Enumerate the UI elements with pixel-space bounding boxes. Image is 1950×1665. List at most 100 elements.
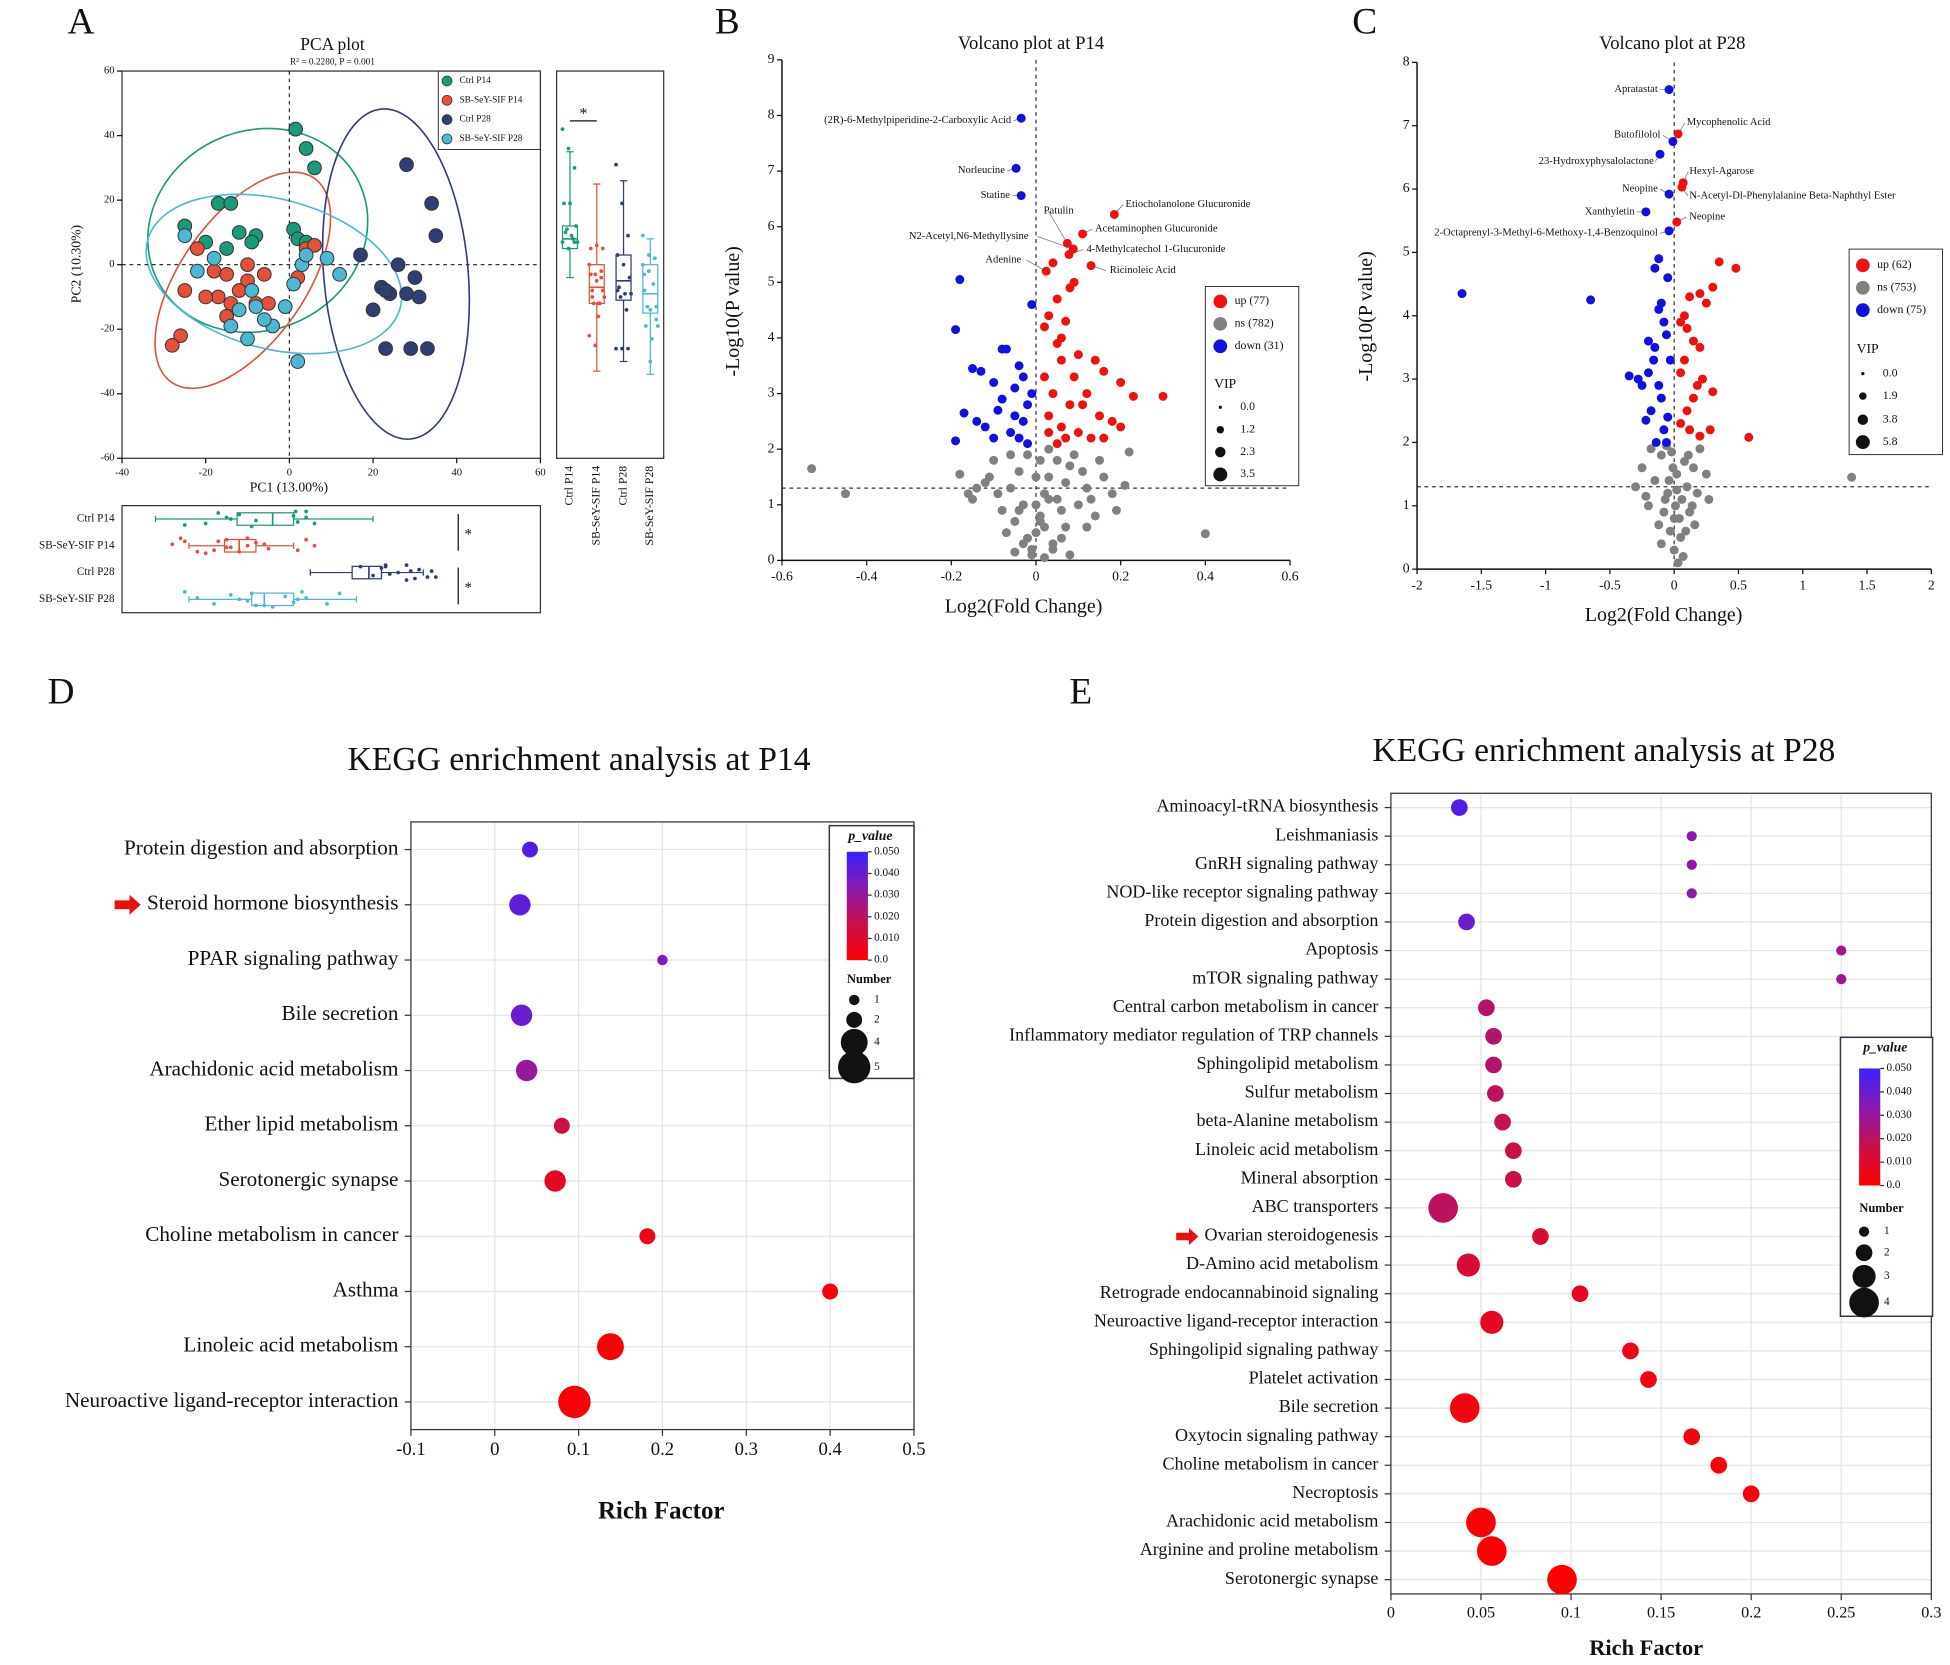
size-legend-swatch <box>1849 1287 1879 1318</box>
y-tick-label: ABC transporters <box>1252 1196 1379 1216</box>
point <box>841 489 850 499</box>
box <box>561 225 579 250</box>
point <box>1654 254 1664 264</box>
jitter-point <box>572 240 577 244</box>
point <box>1690 520 1700 530</box>
panel-label: B <box>715 2 740 43</box>
point <box>407 270 423 285</box>
annotation: N-Acetyl-Dl-Phenylalanine Beta-Naphthyl … <box>1689 190 1896 201</box>
point <box>1056 333 1066 343</box>
y-tick-label: 4 <box>1403 307 1410 322</box>
point <box>189 241 205 256</box>
point <box>951 325 961 335</box>
point <box>1672 217 1682 227</box>
jitter-point <box>228 592 233 597</box>
point <box>980 422 990 432</box>
jitter-point <box>237 597 242 602</box>
x-tick-label: -0.4 <box>856 569 878 584</box>
legend-label: ns (782) <box>1235 316 1274 330</box>
size-legend-swatch <box>838 1051 871 1084</box>
jitter-point <box>569 233 574 238</box>
point <box>277 299 293 314</box>
bubble <box>1622 1342 1639 1360</box>
y-tick-label: Sphingolipid signaling pathway <box>1149 1339 1379 1359</box>
point <box>378 283 393 298</box>
point <box>993 489 1003 499</box>
colorbar-tick-label: 0.010 <box>1886 1156 1912 1168</box>
y-tick-label: 3 <box>768 385 775 400</box>
point <box>1065 400 1075 410</box>
y-tick-label: Retrograde endocannabinoid signaling <box>1100 1282 1379 1302</box>
point <box>1006 483 1016 493</box>
jitter-point <box>178 536 183 541</box>
point <box>1650 342 1660 352</box>
colorbar-tick-label: 0.010 <box>874 932 900 944</box>
legend-swatch <box>441 94 453 106</box>
jitter-point <box>620 346 624 351</box>
jitter-point <box>602 295 607 299</box>
colorbar-tick-label: 0.040 <box>1886 1085 1912 1097</box>
jitter-point <box>182 539 187 544</box>
point <box>1631 482 1641 492</box>
point <box>206 263 222 279</box>
x-tick-label: 20 <box>368 467 379 478</box>
point <box>1044 472 1054 482</box>
y-tick-label: Inflammatory mediator regulation of TRP … <box>1009 1024 1378 1044</box>
point <box>1069 277 1079 287</box>
point <box>1664 226 1674 236</box>
colorbar-tick-label: 0.050 <box>1886 1062 1912 1074</box>
size-legend-swatch <box>1216 425 1225 434</box>
jitter-point <box>283 594 288 599</box>
point <box>1641 207 1651 217</box>
point <box>1665 526 1675 536</box>
bubble <box>515 1059 538 1082</box>
jitter-point <box>203 521 208 526</box>
x-tick-label: 2 <box>1928 577 1935 592</box>
point <box>1014 361 1024 371</box>
point <box>298 141 314 156</box>
point <box>1663 273 1673 283</box>
x-tick-label: -0.6 <box>771 569 793 584</box>
point <box>1064 250 1074 259</box>
y-tick-label: mTOR signaling pathway <box>1192 967 1378 987</box>
point <box>1086 494 1096 504</box>
point <box>1069 450 1079 460</box>
jitter-point <box>224 537 229 542</box>
point <box>1637 380 1647 390</box>
point <box>307 237 322 253</box>
jitter-point <box>237 512 242 517</box>
point <box>244 283 260 298</box>
jitter-point <box>626 346 630 351</box>
chart-title: KEGG enrichment analysis at P14 <box>348 741 811 778</box>
bubble <box>544 1170 566 1192</box>
jitter-point <box>621 262 626 267</box>
x-tick-label: -20 <box>199 467 213 478</box>
point <box>1082 522 1092 532</box>
point <box>1643 368 1653 378</box>
bubble <box>1485 1056 1502 1074</box>
annotation: Statine <box>981 190 1011 201</box>
jitter-point <box>652 256 657 261</box>
annotation: Apratastat <box>1614 84 1658 95</box>
point <box>1646 406 1656 416</box>
y-tick-label: -40 <box>100 388 114 399</box>
y-tick-label: GnRH signaling pathway <box>1195 853 1378 873</box>
bubble <box>657 954 668 966</box>
point <box>1664 189 1674 199</box>
point <box>1650 475 1660 485</box>
jitter-point <box>566 246 571 251</box>
x-tick-label: 0.4 <box>818 1439 842 1460</box>
point <box>1073 500 1083 510</box>
y-tick-label: 40 <box>104 130 115 141</box>
point <box>1107 489 1117 499</box>
point <box>231 302 247 318</box>
point <box>1095 411 1105 421</box>
point <box>1688 393 1698 403</box>
point <box>1656 450 1666 460</box>
jitter-point <box>249 591 254 596</box>
jitter-point <box>640 262 645 267</box>
jitter-point <box>642 272 647 277</box>
y-tick-label: Protein digestion and absorption <box>124 835 399 859</box>
x-tick-label: 0 <box>1033 569 1040 584</box>
size-legend-swatch <box>846 1011 863 1028</box>
